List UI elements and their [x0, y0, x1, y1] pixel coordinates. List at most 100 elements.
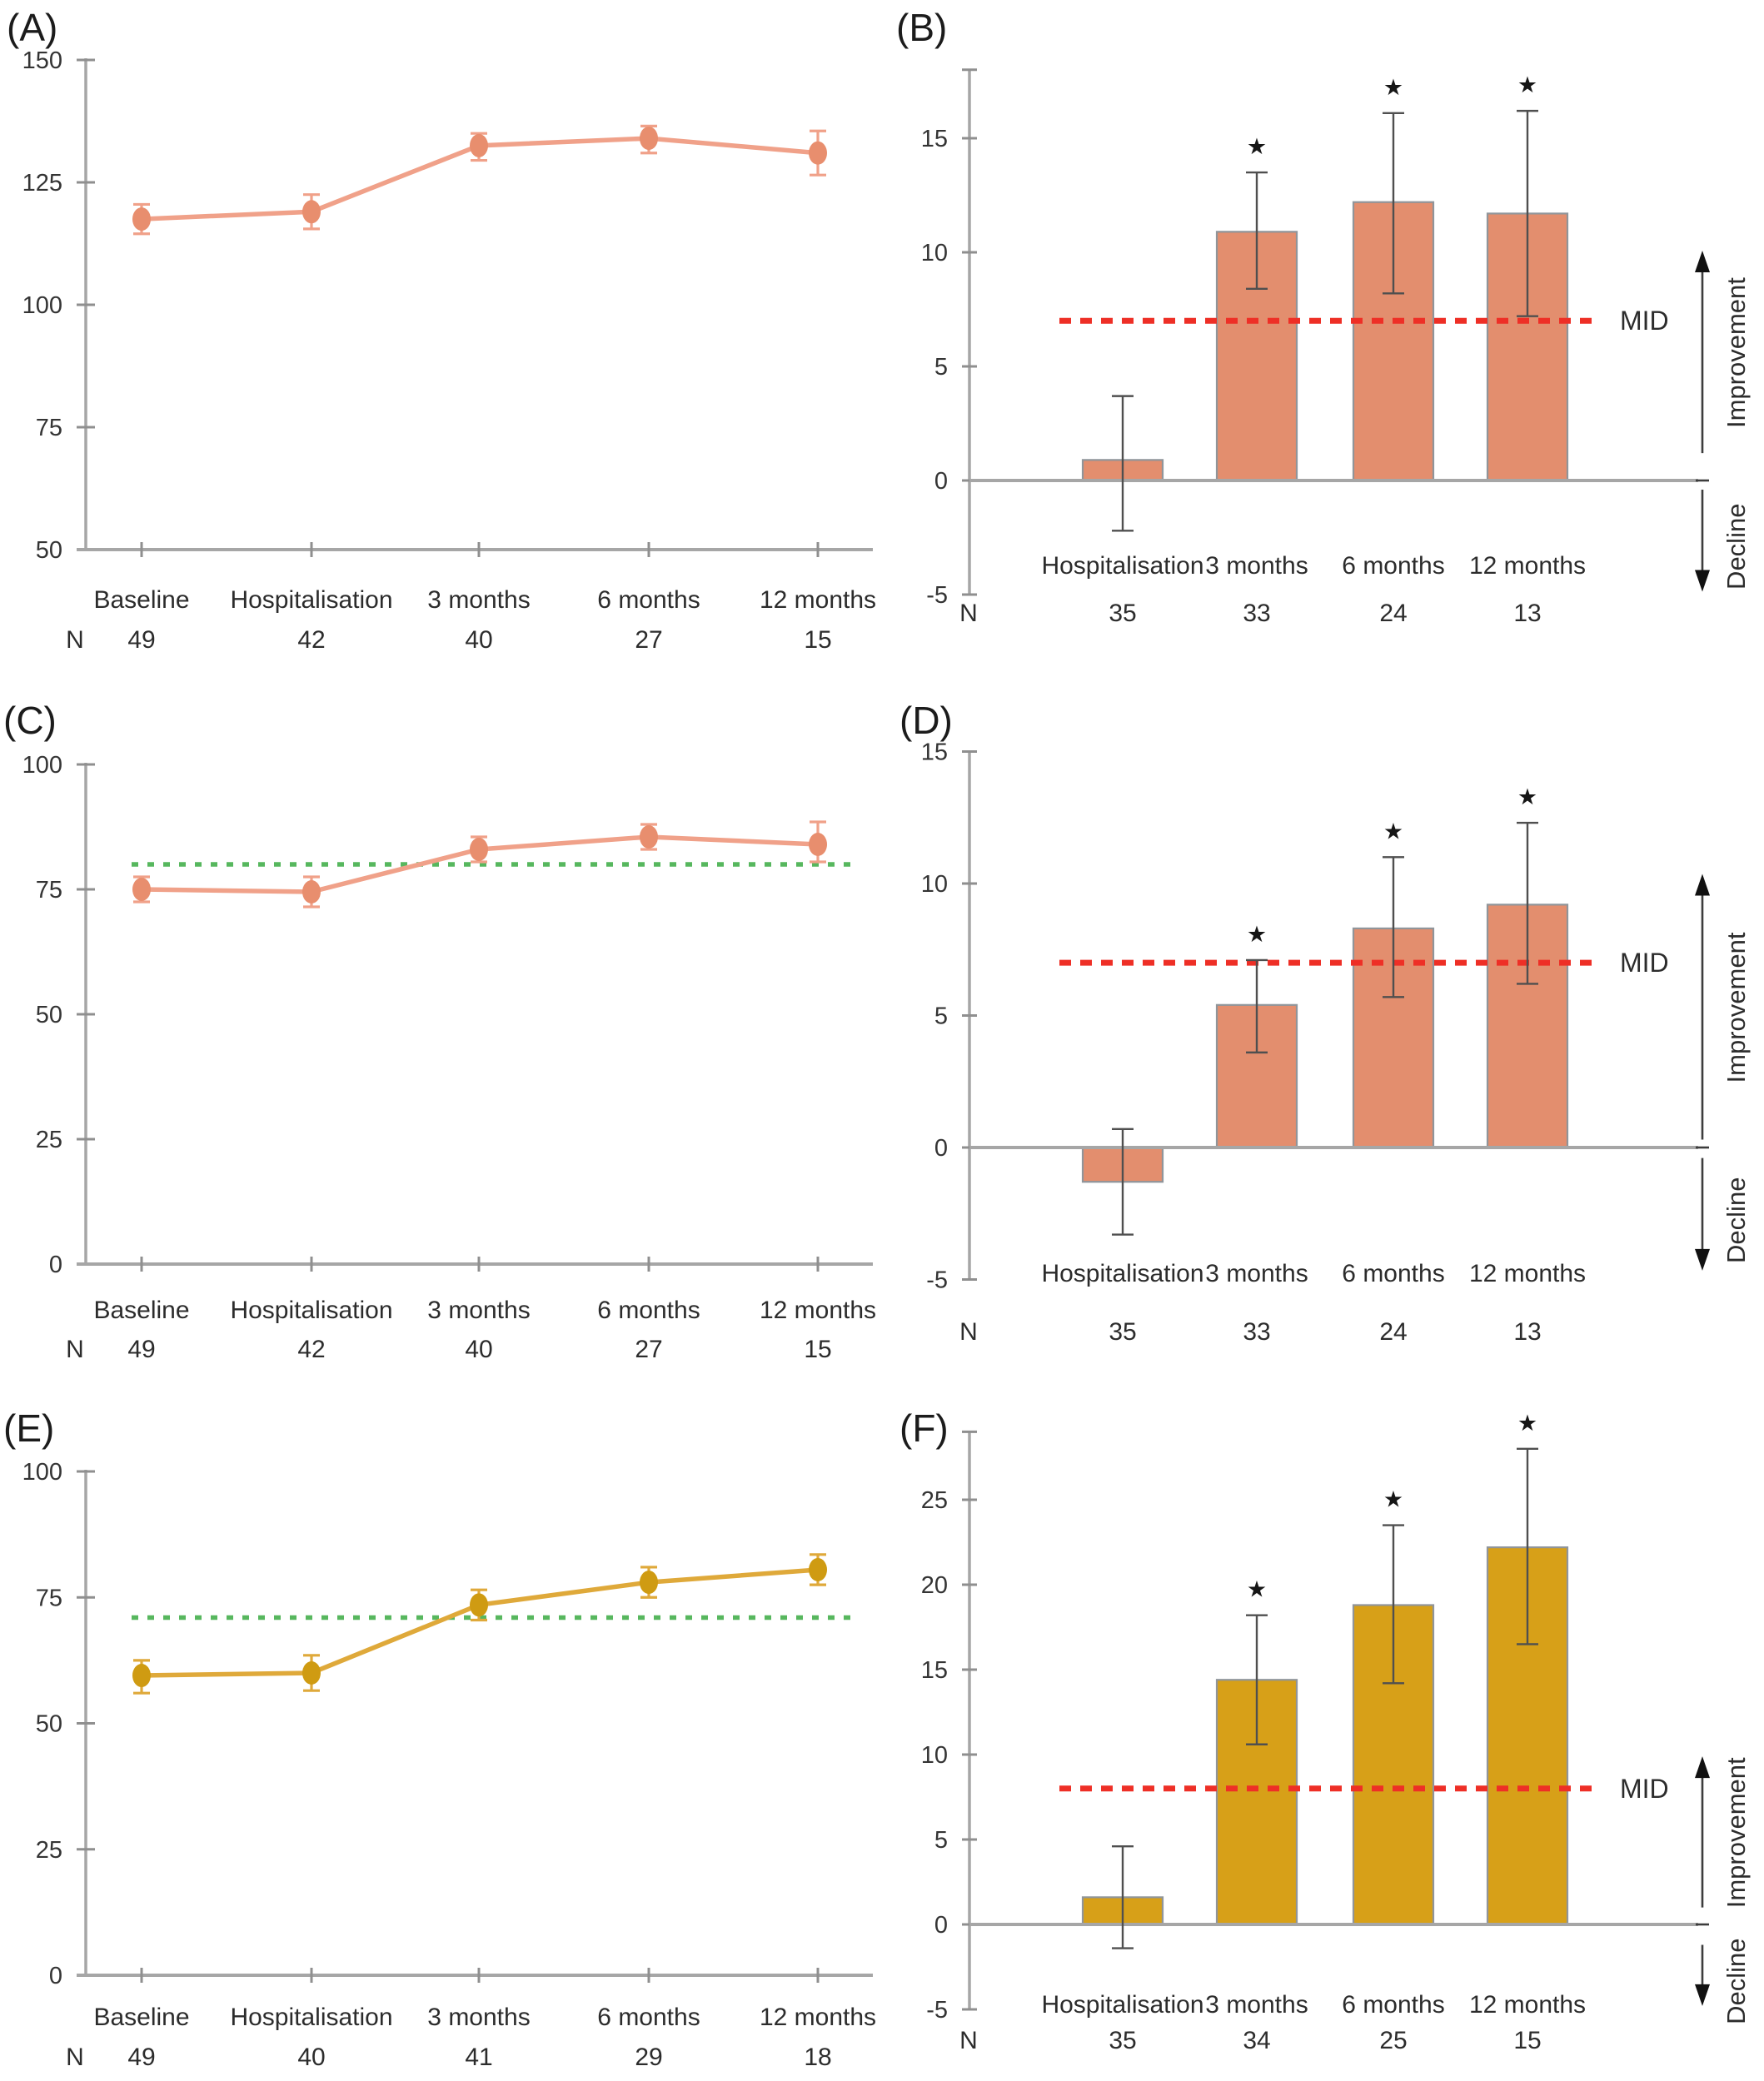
n-value: 49 — [127, 2044, 155, 2071]
n-row-label: N — [66, 1336, 84, 1363]
category-label: 6 months — [597, 1297, 700, 1324]
improvement-label: Improvement — [1722, 1757, 1751, 1908]
data-point-marker — [809, 833, 827, 856]
improvement-arrowhead — [1695, 874, 1710, 896]
ytick-label: 5 — [934, 354, 948, 381]
data-point-marker — [809, 141, 827, 165]
category-label: 12 months — [1469, 1260, 1586, 1287]
improvement-label: Improvement — [1722, 277, 1751, 428]
ytick-label: 0 — [934, 1912, 948, 1939]
ytick-label: -5 — [926, 1267, 948, 1294]
n-value: 13 — [1513, 1318, 1541, 1346]
significance-star: ★ — [1517, 1411, 1537, 1436]
panel-label-c: (C) — [3, 699, 57, 742]
category-label: Hospitalisation — [230, 586, 392, 614]
ytick-label: 125 — [22, 170, 62, 197]
n-value: 40 — [297, 2044, 325, 2071]
panel-e-line-chart: 100 75 50 25 0 Baseline Hospitalisation 3 month… — [22, 1459, 876, 2071]
ytick-label: 100 — [22, 292, 62, 319]
n-value: 15 — [804, 626, 831, 654]
category-label: Baseline — [93, 586, 189, 614]
n-value: 24 — [1379, 600, 1407, 627]
ytick-label: 50 — [36, 537, 62, 564]
category-label: 3 months — [1205, 1991, 1308, 2019]
decline-arrowhead — [1695, 1984, 1710, 2006]
ytick-label: 0 — [49, 1963, 62, 1989]
category-label: 3 months — [427, 1297, 530, 1324]
data-point-marker — [640, 127, 658, 151]
category-label: Hospitalisation — [230, 1297, 392, 1324]
category-label: Hospitalisation — [230, 2004, 392, 2031]
improvement-arrowhead — [1695, 1756, 1710, 1779]
n-value: 41 — [465, 2044, 492, 2071]
n-value: 18 — [804, 2044, 831, 2071]
category-label: 6 months — [597, 586, 700, 614]
category-label: 6 months — [1342, 1991, 1444, 2019]
category-label: Hospitalisation — [1041, 1991, 1203, 2019]
category-label: 12 months — [760, 586, 876, 614]
category-label: Baseline — [93, 1297, 189, 1324]
n-row-label: N — [66, 626, 84, 654]
mid-label: MID — [1620, 948, 1669, 978]
data-point-marker — [470, 838, 488, 861]
data-point-marker — [640, 825, 658, 849]
improvement-arrowhead — [1695, 251, 1710, 272]
n-value: 27 — [635, 1336, 662, 1363]
category-label: 6 months — [597, 2004, 700, 2031]
category-label: 12 months — [760, 2004, 876, 2031]
ytick-label: 25 — [921, 1487, 948, 1514]
ytick-label: 0 — [49, 1252, 62, 1278]
panel-d-bar-chart: 15 10 5 0 -5 MID ★ ★ ★ Improvement Decline Hospital… — [921, 739, 1751, 1347]
ytick-label: 20 — [921, 1572, 948, 1599]
panel-f-bar-chart: 25 20 15 10 5 0 -5 MID ★ ★ ★ Improvement Decline Hosp… — [921, 1411, 1751, 2054]
significance-star: ★ — [1247, 1577, 1267, 1602]
n-row-label: N — [959, 600, 978, 627]
ytick-label: 75 — [36, 415, 62, 441]
data-point-marker — [809, 1557, 827, 1581]
category-label: Baseline — [93, 2004, 189, 2031]
data-point-marker — [132, 878, 151, 901]
category-label: Hospitalisation — [1041, 1260, 1203, 1287]
mid-label: MID — [1620, 306, 1669, 336]
panel-a-line-chart: 150 125 100 75 50 Baseline Hospitalisation 3 mo… — [22, 47, 876, 654]
category-label: 12 months — [760, 1297, 876, 1324]
data-point-marker — [132, 1664, 151, 1688]
significance-star: ★ — [1383, 1487, 1403, 1512]
n-value: 29 — [635, 2044, 662, 2071]
panel-label-f: (F) — [899, 1406, 949, 1450]
category-label: 12 months — [1469, 1991, 1586, 2019]
n-value: 35 — [1109, 600, 1136, 627]
category-label: Hospitalisation — [1041, 552, 1203, 580]
n-row-label: N — [66, 2044, 84, 2071]
data-point-marker — [640, 1571, 658, 1595]
n-value: 49 — [127, 1336, 155, 1363]
data-point-marker — [470, 1593, 488, 1617]
n-value: 35 — [1109, 2027, 1136, 2054]
data-point-marker — [302, 1661, 321, 1685]
ytick-label: 100 — [22, 1459, 62, 1486]
n-value: 42 — [297, 626, 325, 654]
n-value: 35 — [1109, 1318, 1136, 1346]
significance-star: ★ — [1517, 72, 1537, 97]
category-label: 3 months — [1205, 1260, 1308, 1287]
ytick-label: 10 — [921, 1742, 948, 1769]
ytick-label: 150 — [22, 47, 62, 74]
panel-c-line-chart: 100 75 50 25 0 Baseline Hospitalisation 3 month… — [22, 752, 876, 1363]
panel-label-a: (A) — [7, 6, 58, 49]
panel-label-e: (E) — [3, 1406, 55, 1450]
significance-star: ★ — [1383, 819, 1403, 844]
n-value: 15 — [1513, 2027, 1541, 2054]
decline-label: Decline — [1722, 1938, 1751, 2024]
ytick-label: 100 — [22, 752, 62, 779]
decline-arrowhead — [1695, 1248, 1710, 1271]
significance-star: ★ — [1517, 784, 1537, 809]
n-value: 13 — [1513, 600, 1541, 627]
ytick-label: 25 — [36, 1127, 62, 1153]
series-line — [141, 1567, 819, 1678]
decline-arrowhead — [1695, 570, 1710, 592]
ytick-label: 0 — [934, 468, 948, 495]
ytick-label: 5 — [934, 1003, 948, 1030]
mid-label: MID — [1620, 1774, 1669, 1804]
data-point-marker — [132, 207, 151, 231]
category-label: 6 months — [1342, 552, 1444, 580]
